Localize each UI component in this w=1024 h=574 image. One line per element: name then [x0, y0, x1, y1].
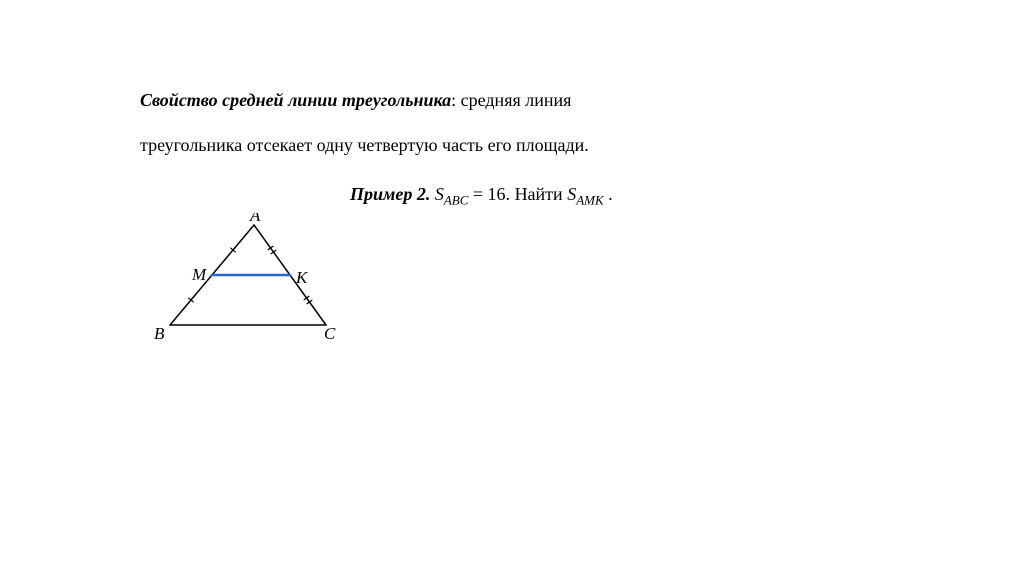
area-symbol-1: S — [435, 184, 444, 204]
vertex-label-k: К — [295, 268, 309, 287]
theorem-title: Свойство средней линии треугольника: сре… — [140, 90, 884, 111]
find-text: Найти — [515, 184, 568, 204]
example-statement: Пример 2. SABC = 16. Найти SAMK . — [350, 184, 884, 209]
vertex-label-b: B — [154, 324, 165, 343]
equals-value: = 16. — [468, 184, 514, 204]
area-sub-2: AMK — [576, 193, 603, 208]
example-label: Пример 2. — [350, 184, 430, 204]
triangle-svg: A B C M К — [150, 213, 350, 343]
vertex-label-a: A — [249, 213, 261, 225]
theorem-title-rest: : средняя линия — [451, 90, 571, 110]
area-symbol-2: S — [567, 184, 576, 204]
area-sub-1: ABC — [444, 193, 469, 208]
vertex-label-m: M — [191, 265, 207, 284]
vertex-label-c: C — [324, 324, 336, 343]
example-period: . — [604, 184, 613, 204]
theorem-body: треугольника отсекает одну четвертую час… — [140, 135, 884, 156]
triangle-diagram: A B C M К — [150, 213, 350, 343]
theorem-title-bold: Свойство средней линии треугольника — [140, 90, 451, 110]
